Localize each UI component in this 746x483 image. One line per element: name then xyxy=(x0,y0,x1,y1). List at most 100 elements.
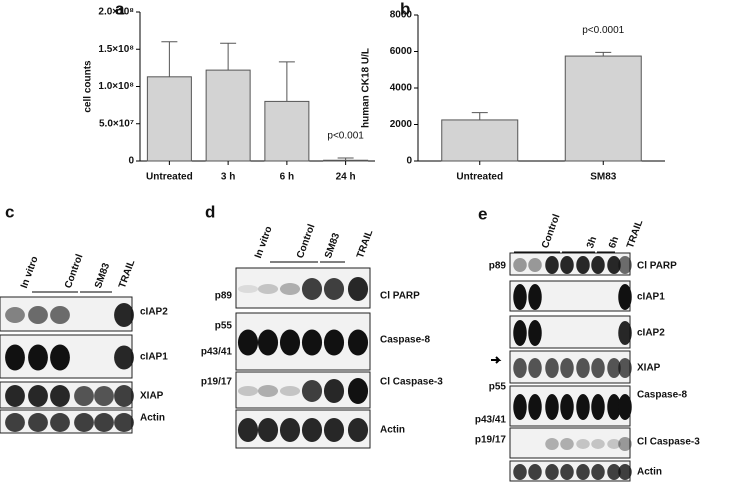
band xyxy=(5,307,25,323)
band xyxy=(28,385,48,407)
band xyxy=(607,256,621,274)
bar xyxy=(146,76,192,162)
protein-label: XIAP xyxy=(637,363,661,374)
band xyxy=(279,386,301,396)
band xyxy=(591,464,605,480)
band xyxy=(545,464,559,480)
error-bar xyxy=(278,61,295,102)
band xyxy=(513,258,527,272)
error-bar xyxy=(595,51,612,57)
band xyxy=(576,256,590,274)
band xyxy=(257,329,279,356)
band xyxy=(74,413,94,432)
band xyxy=(618,256,632,274)
lane-label: 6h xyxy=(607,235,621,250)
band xyxy=(347,378,369,404)
band xyxy=(513,358,527,378)
y-tick-label: 5.0×10⁷ xyxy=(99,118,134,129)
bar xyxy=(323,159,369,162)
band xyxy=(513,284,527,310)
band xyxy=(5,344,25,371)
error-bar xyxy=(471,112,488,120)
band xyxy=(279,329,301,356)
band xyxy=(301,418,323,442)
band xyxy=(28,344,48,371)
protein-label: Actin xyxy=(637,467,662,478)
panel-label: b xyxy=(400,0,410,18)
band xyxy=(5,385,25,407)
band xyxy=(114,385,134,407)
band xyxy=(301,380,323,402)
band xyxy=(347,418,369,442)
band xyxy=(28,306,48,324)
band xyxy=(607,394,621,420)
blot-strip xyxy=(509,280,631,312)
band xyxy=(618,437,632,451)
protein-label: cIAP1 xyxy=(637,292,665,303)
marker-label: p43/41 xyxy=(201,347,233,358)
band xyxy=(591,394,605,420)
band xyxy=(323,418,345,442)
lane-label: TRAIL xyxy=(625,218,645,249)
y-axis-label: human CK18 U/L xyxy=(361,48,372,128)
error-bar xyxy=(161,41,178,77)
band xyxy=(279,418,301,442)
band xyxy=(323,379,345,403)
band xyxy=(560,394,574,420)
marker-label: p55 xyxy=(489,382,507,393)
band xyxy=(50,385,70,407)
band xyxy=(237,285,259,293)
lane-label: TRAIL xyxy=(117,258,137,289)
band xyxy=(257,284,279,294)
annotation: p<0.0001 xyxy=(582,25,624,36)
protein-label: XIAP xyxy=(140,391,164,402)
band xyxy=(301,278,323,300)
bar xyxy=(205,69,251,162)
lane-label: Control xyxy=(540,213,563,250)
band xyxy=(591,256,605,274)
y-tick-label: 1.0×10⁸ xyxy=(98,81,134,92)
band xyxy=(576,394,590,420)
protein-label: Cl PARP xyxy=(637,261,677,272)
protein-label: cIAP2 xyxy=(637,328,665,339)
x-tick-label: 6 h xyxy=(280,172,294,183)
band xyxy=(560,358,574,378)
band xyxy=(323,329,345,356)
band xyxy=(513,320,527,346)
protein-label: Cl Caspase-3 xyxy=(380,377,443,388)
y-tick-label: 1.5×10⁸ xyxy=(98,44,134,55)
bar xyxy=(564,55,642,162)
marker-label: p19/17 xyxy=(201,377,233,388)
band xyxy=(28,413,48,432)
lane-label: SM83 xyxy=(93,261,112,290)
band xyxy=(257,385,279,397)
band xyxy=(618,284,632,310)
band xyxy=(237,329,259,356)
y-tick-label: 6000 xyxy=(390,46,413,57)
band xyxy=(528,464,542,480)
y-tick-label: 0 xyxy=(128,156,134,167)
protein-label: Actin xyxy=(140,413,165,424)
band xyxy=(347,277,369,301)
marker-label: p55 xyxy=(215,321,233,332)
x-tick-label: SM83 xyxy=(590,172,617,183)
band xyxy=(528,320,542,346)
band xyxy=(513,464,527,480)
protein-label: cIAP1 xyxy=(140,352,168,363)
band xyxy=(279,283,301,295)
band xyxy=(618,321,632,345)
band xyxy=(576,464,590,480)
protein-label: Caspase-8 xyxy=(380,335,430,346)
protein-label: cIAP2 xyxy=(140,307,168,318)
annotation: p<0.001 xyxy=(327,131,364,142)
blot-strip xyxy=(509,427,631,459)
panel-label: c xyxy=(5,202,14,221)
band xyxy=(347,329,369,356)
lane-label: In vitro xyxy=(253,225,275,260)
band xyxy=(301,329,323,356)
band xyxy=(513,394,527,420)
band xyxy=(114,303,134,327)
marker-label: p19/17 xyxy=(475,435,507,446)
band xyxy=(618,464,632,480)
band xyxy=(528,358,542,378)
